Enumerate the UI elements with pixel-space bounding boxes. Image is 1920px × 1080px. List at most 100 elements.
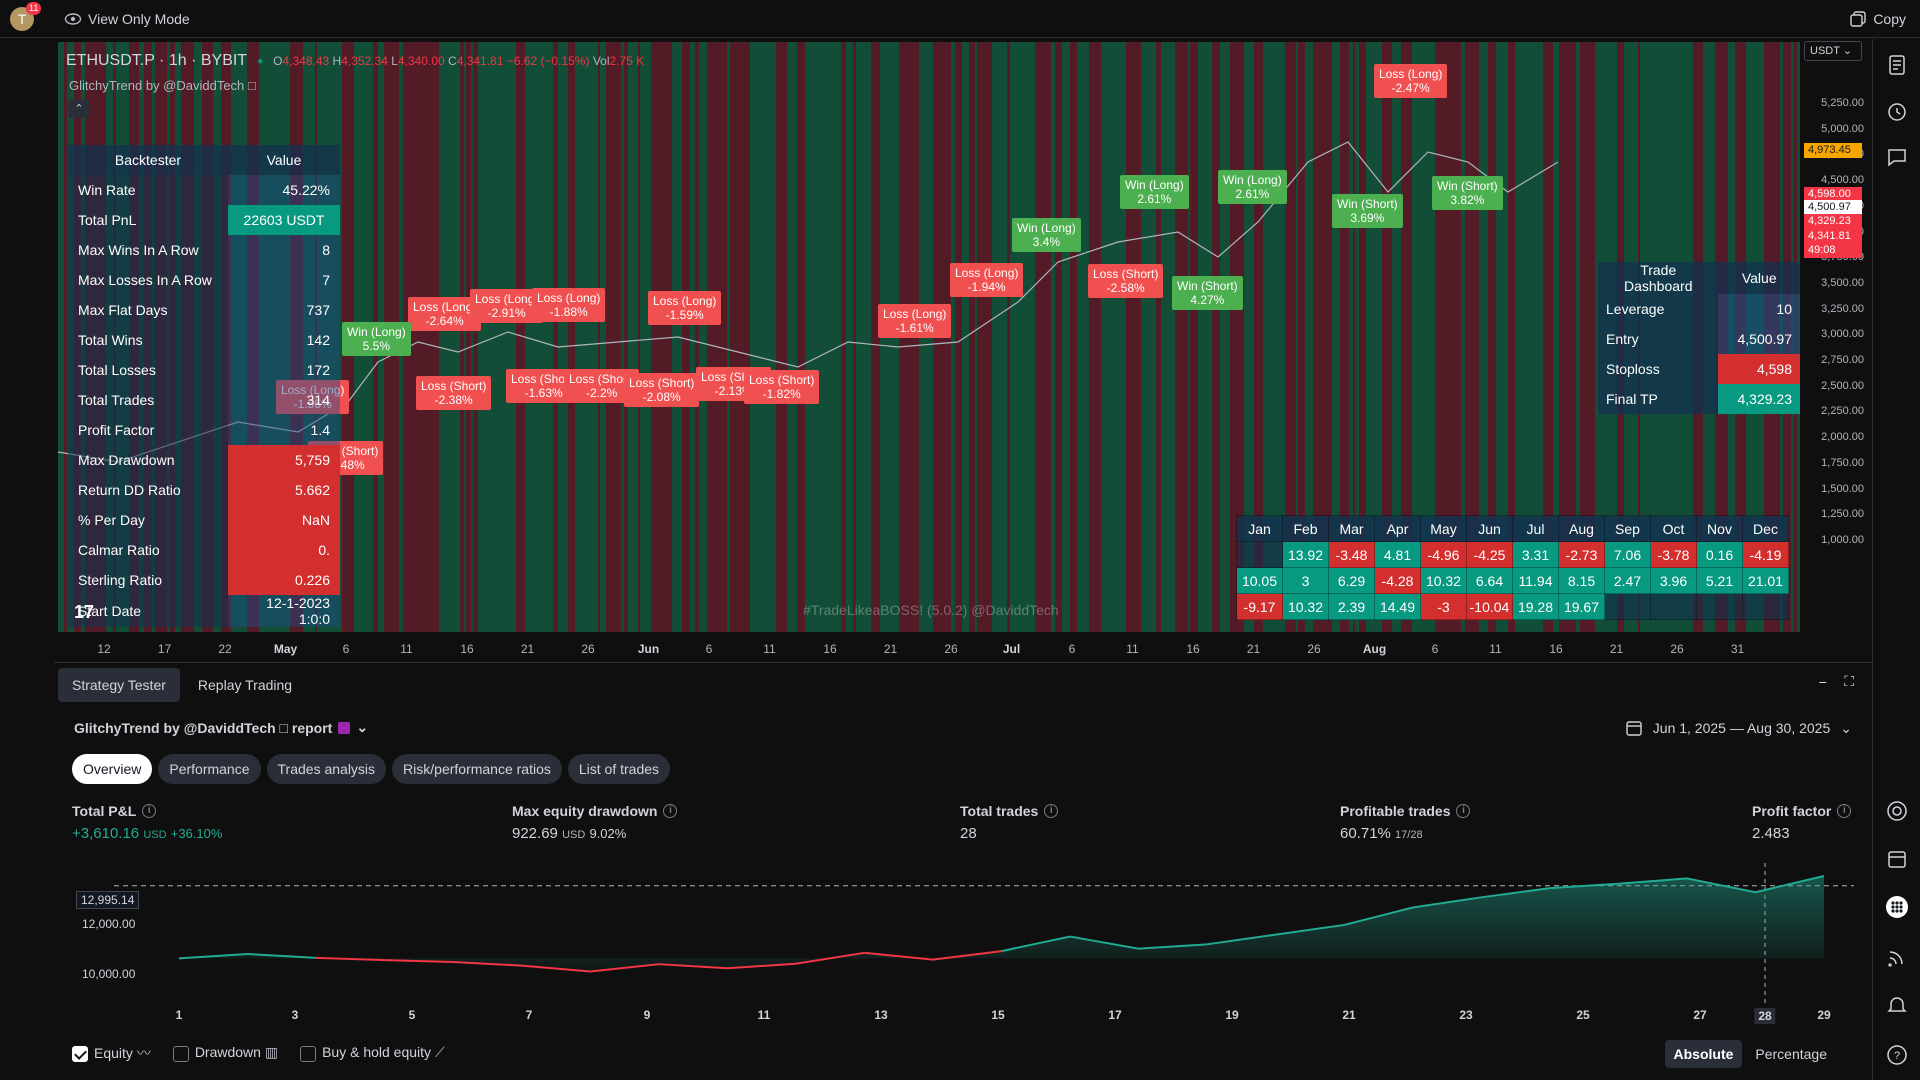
tab-list-of-trades[interactable]: List of trades xyxy=(567,754,671,784)
info-icon[interactable]: i xyxy=(142,804,157,818)
absolute-button[interactable]: Absolute xyxy=(1664,1040,1743,1068)
chevron-down-icon: ⌄ xyxy=(1842,45,1853,57)
monthly-cell: 3 xyxy=(1282,567,1329,594)
trade-dashboard-row: Entry 4,500.97 xyxy=(1598,324,1800,354)
report-title[interactable]: GlitchyTrend by @DaviddTech □ report ⌄ xyxy=(74,719,368,736)
calendar-badge-icon xyxy=(338,721,351,734)
price-axis[interactable]: USDT ⌄ 5,250.005,000.004,750.004,500.004… xyxy=(1800,39,1872,662)
help-icon[interactable]: ? xyxy=(1885,1043,1909,1067)
loss-trade-label: Loss (Long) -2.47% xyxy=(1374,64,1448,98)
tab-overview[interactable]: Overview xyxy=(72,754,153,784)
drawdown-checkbox[interactable]: Drawdown ▥ xyxy=(172,1044,279,1062)
monthly-cell: 21.01 xyxy=(1742,567,1789,594)
panel-controls: ⎯ ⛶ xyxy=(1819,673,1854,690)
win-trade-label: Win (Long) 3.4% xyxy=(1012,218,1081,252)
backtester-value: 5.662 xyxy=(228,475,340,505)
equity-x-tick: 13 xyxy=(874,1008,888,1022)
collapse-legend-button[interactable]: ⌃ xyxy=(68,100,90,118)
metric-max-equity-drawdown: Max equity drawdown i 922.69 USD 9.02% xyxy=(512,803,678,842)
tab-strategy-tester[interactable]: Strategy Tester xyxy=(58,668,180,702)
price-tick: 2,250.00 xyxy=(1821,405,1864,418)
tab-performance[interactable]: Performance xyxy=(158,754,261,784)
equity-chart[interactable]: 12,995.14 12,000.00 10,000.00 xyxy=(54,863,1872,1033)
chevron-down-icon: ⌄ xyxy=(1840,719,1852,736)
time-tick: 12 xyxy=(97,642,111,656)
maximize-icon[interactable]: ⛶ xyxy=(1844,673,1854,689)
equity-x-tick: 9 xyxy=(643,1008,651,1022)
currency-select[interactable]: USDT ⌄ xyxy=(1804,41,1862,61)
monthly-cell: -4.28 xyxy=(1374,567,1421,594)
percentage-button[interactable]: Percentage xyxy=(1755,1046,1827,1062)
backtester-value: 5,759 xyxy=(228,445,340,475)
trade-dashboard-key: Leverage xyxy=(1598,294,1719,324)
backtester-key: Sterling Ratio xyxy=(68,565,228,595)
backtester-row: Total Losses 172 xyxy=(68,355,340,385)
price-badge: 4,329.23 xyxy=(1804,214,1862,229)
monthly-cell: 2.47 xyxy=(1604,567,1651,594)
backtester-value: 314 xyxy=(228,385,340,415)
time-tick: 16 xyxy=(823,642,837,656)
chevron-up-icon: ⌃ xyxy=(74,103,84,115)
alarm-clock-icon[interactable] xyxy=(1885,99,1909,123)
notifications-icon[interactable] xyxy=(1885,993,1909,1017)
buy-hold-checkbox[interactable]: Buy & hold equity ⟋ xyxy=(300,1044,445,1062)
backtester-value: 12-1-2023 1:0:0 xyxy=(228,595,340,627)
target-icon[interactable] xyxy=(1885,799,1909,823)
equity-x-tick: 21 xyxy=(1342,1008,1356,1022)
info-icon[interactable]: i xyxy=(663,804,678,818)
equity-x-tick: 17 xyxy=(1108,1008,1122,1022)
calendar-icon[interactable] xyxy=(1885,847,1909,871)
time-tick: 21 xyxy=(883,642,898,656)
month-header: Jun xyxy=(1466,515,1513,542)
backtester-row: Total Wins 142 xyxy=(68,325,340,355)
apps-grid-icon[interactable] xyxy=(1885,895,1909,919)
indicator-title[interactable]: GlitchyTrend by @DaviddTech □ xyxy=(69,78,256,93)
tradingview-logo-icon[interactable]: 17 xyxy=(74,602,95,622)
equity-x-tick: 5 xyxy=(408,1008,416,1022)
price-tick: 2,500.00 xyxy=(1821,379,1864,392)
tab-replay-trading[interactable]: Replay Trading xyxy=(197,677,293,693)
symbol-legend[interactable]: ETHUSDT.P · 1h · BYBIT ● O4,348.43 H4,35… xyxy=(66,52,644,70)
price-chart[interactable]: Loss (Long) -2.47% Win (Long) 2.61% Win (L… xyxy=(54,39,1872,662)
tab-trades-analysis[interactable]: Trades analysis xyxy=(266,754,387,784)
time-tick: 21 xyxy=(1246,642,1261,656)
right-sidebar: ? xyxy=(1872,39,1920,1080)
loss-trade-label: Loss (Long) -1.59% xyxy=(648,291,722,325)
equity-x-tick: 11 xyxy=(757,1008,771,1022)
monthly-cell xyxy=(1650,593,1697,620)
monthly-cell xyxy=(1236,541,1283,568)
copy-button[interactable]: Copy xyxy=(1849,10,1906,28)
backtester-key: Profit Factor xyxy=(68,415,228,445)
price-tick: 1,750.00 xyxy=(1821,456,1864,469)
bar-chart-icon: ▥ xyxy=(264,1044,279,1061)
tab-risk-performance-ratios[interactable]: Risk/performance ratios xyxy=(392,754,562,784)
month-header: Dec xyxy=(1742,515,1789,542)
market-status-icon: ● xyxy=(257,55,264,67)
info-icon[interactable]: i xyxy=(1837,804,1852,818)
price-badge: 4,500.97 xyxy=(1804,200,1862,215)
backtester-row: Calmar Ratio 0. xyxy=(68,535,340,565)
user-avatar[interactable]: T 11 xyxy=(10,2,42,31)
time-tick: 26 xyxy=(1670,642,1684,656)
minimize-icon[interactable]: ⎯ xyxy=(1819,673,1827,689)
view-only-indicator[interactable]: View Only Mode xyxy=(64,10,190,28)
monthly-cell: -9.17 xyxy=(1236,593,1283,620)
chart-plot-area[interactable]: Loss (Long) -2.47% Win (Long) 2.61% Win (L… xyxy=(58,42,1800,632)
time-axis[interactable]: 12 17 22 May 6 11 16 21 26 Jun 6 11 16 21 26 Jul 6 11 16 21… xyxy=(58,633,1800,662)
equity-y-tick: 12,000.00 xyxy=(82,917,136,931)
avatar-letter: T xyxy=(17,11,27,27)
time-tick: 26 xyxy=(944,642,958,656)
chat-icon[interactable] xyxy=(1885,145,1909,169)
time-tick: 17 xyxy=(157,642,172,656)
signal-feed-icon[interactable] xyxy=(1885,945,1909,969)
date-range-picker[interactable]: Jun 1, 2025 — Aug 30, 2025 ⌄ xyxy=(1625,719,1852,737)
ohlc-values: O4,348.43 H4,352.34 L4,340.00 C4,341.81 … xyxy=(273,54,645,68)
equity-checkbox[interactable]: Equity 〰 xyxy=(72,1043,151,1063)
backtester-value: 8 xyxy=(228,235,340,265)
info-icon[interactable]: i xyxy=(1456,804,1471,818)
watchlist-icon[interactable] xyxy=(1885,53,1909,77)
info-icon[interactable]: i xyxy=(1044,804,1059,818)
monthly-cell: 3.96 xyxy=(1650,567,1697,594)
symbol-title[interactable]: ETHUSDT.P · 1h · BYBIT xyxy=(66,52,248,69)
overview-tabs: Overview Performance Trades analysis Ris… xyxy=(72,754,671,784)
